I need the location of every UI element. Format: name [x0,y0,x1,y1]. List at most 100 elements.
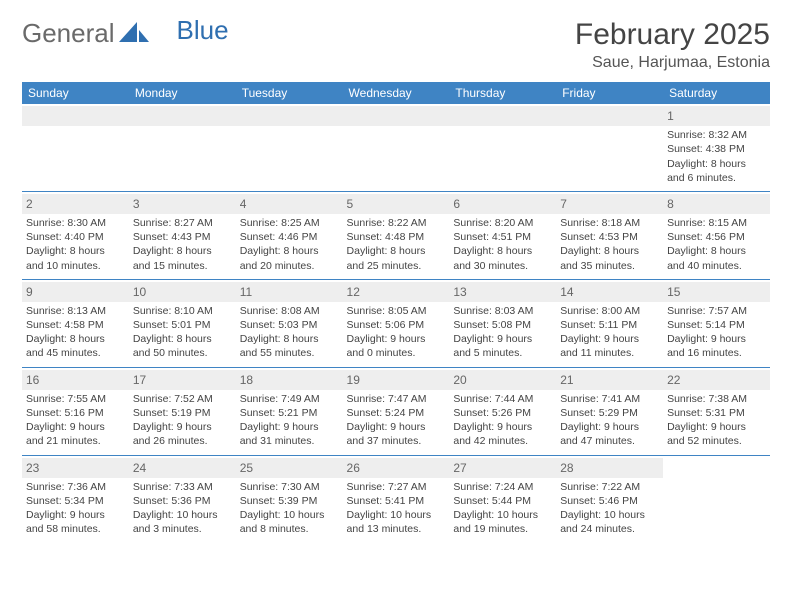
calendar-day: 13Sunrise: 8:03 AMSunset: 5:08 PMDayligh… [449,280,556,367]
weekday-header: Sunday [22,82,129,104]
weekday-header: Thursday [449,82,556,104]
day-details: Sunrise: 8:08 AMSunset: 5:03 PMDaylight:… [240,304,339,361]
day-details: Sunrise: 8:03 AMSunset: 5:08 PMDaylight:… [453,304,552,361]
day-number: 2 [22,194,129,214]
day-number: 19 [343,370,450,390]
day-details: Sunrise: 7:47 AMSunset: 5:24 PMDaylight:… [347,392,446,449]
title-block: February 2025 Saue, Harjumaa, Estonia [575,18,770,72]
day-details: Sunrise: 7:41 AMSunset: 5:29 PMDaylight:… [560,392,659,449]
calendar-day: 9Sunrise: 8:13 AMSunset: 4:58 PMDaylight… [22,280,129,367]
calendar-week: 2Sunrise: 8:30 AMSunset: 4:40 PMDaylight… [22,192,770,279]
day-number-empty [129,106,236,126]
logo-sail-icon [119,18,149,49]
day-number: 18 [236,370,343,390]
calendar-day: 8Sunrise: 8:15 AMSunset: 4:56 PMDaylight… [663,192,770,279]
day-details: Sunrise: 8:10 AMSunset: 5:01 PMDaylight:… [133,304,232,361]
day-number: 12 [343,282,450,302]
location: Saue, Harjumaa, Estonia [575,54,770,72]
day-number: 23 [22,458,129,478]
day-details: Sunrise: 7:24 AMSunset: 5:44 PMDaylight:… [453,480,552,537]
calendar-day: 4Sunrise: 8:25 AMSunset: 4:46 PMDaylight… [236,192,343,279]
day-details: Sunrise: 7:44 AMSunset: 5:26 PMDaylight:… [453,392,552,449]
day-details: Sunrise: 8:15 AMSunset: 4:56 PMDaylight:… [667,216,766,273]
month-title: February 2025 [575,18,770,52]
day-number: 5 [343,194,450,214]
calendar-day: 14Sunrise: 8:00 AMSunset: 5:11 PMDayligh… [556,280,663,367]
weekday-header: Monday [129,82,236,104]
day-details: Sunrise: 7:36 AMSunset: 5:34 PMDaylight:… [26,480,125,537]
calendar-week: 1Sunrise: 8:32 AMSunset: 4:38 PMDaylight… [22,104,770,191]
day-number: 25 [236,458,343,478]
day-number: 24 [129,458,236,478]
day-number: 26 [343,458,450,478]
calendar-day: 3Sunrise: 8:27 AMSunset: 4:43 PMDaylight… [129,192,236,279]
calendar-day: 2Sunrise: 8:30 AMSunset: 4:40 PMDaylight… [22,192,129,279]
day-number: 6 [449,194,556,214]
day-number: 11 [236,282,343,302]
calendar-day-empty [236,104,343,191]
day-details: Sunrise: 8:25 AMSunset: 4:46 PMDaylight:… [240,216,339,273]
day-details: Sunrise: 8:30 AMSunset: 4:40 PMDaylight:… [26,216,125,273]
calendar-week: 9Sunrise: 8:13 AMSunset: 4:58 PMDaylight… [22,280,770,367]
day-number: 3 [129,194,236,214]
calendar-day: 23Sunrise: 7:36 AMSunset: 5:34 PMDayligh… [22,456,129,543]
calendar-table: SundayMondayTuesdayWednesdayThursdayFrid… [22,82,770,542]
calendar-day-empty [663,456,770,543]
day-details: Sunrise: 7:30 AMSunset: 5:39 PMDaylight:… [240,480,339,537]
calendar-day: 28Sunrise: 7:22 AMSunset: 5:46 PMDayligh… [556,456,663,543]
day-details: Sunrise: 7:22 AMSunset: 5:46 PMDaylight:… [560,480,659,537]
calendar-day: 15Sunrise: 7:57 AMSunset: 5:14 PMDayligh… [663,280,770,367]
day-details: Sunrise: 8:05 AMSunset: 5:06 PMDaylight:… [347,304,446,361]
logo-text-blue: Blue [177,15,229,46]
day-number-empty [449,106,556,126]
calendar-day: 20Sunrise: 7:44 AMSunset: 5:26 PMDayligh… [449,368,556,455]
day-number: 16 [22,370,129,390]
day-details: Sunrise: 7:38 AMSunset: 5:31 PMDaylight:… [667,392,766,449]
calendar-body: 1Sunrise: 8:32 AMSunset: 4:38 PMDaylight… [22,104,770,542]
calendar-day-empty [449,104,556,191]
day-number-empty [343,106,450,126]
calendar-day: 22Sunrise: 7:38 AMSunset: 5:31 PMDayligh… [663,368,770,455]
calendar-day: 21Sunrise: 7:41 AMSunset: 5:29 PMDayligh… [556,368,663,455]
calendar-day-empty [343,104,450,191]
calendar-day-empty [556,104,663,191]
weekday-header: Saturday [663,82,770,104]
calendar-day: 5Sunrise: 8:22 AMSunset: 4:48 PMDaylight… [343,192,450,279]
calendar-day: 24Sunrise: 7:33 AMSunset: 5:36 PMDayligh… [129,456,236,543]
day-details: Sunrise: 8:22 AMSunset: 4:48 PMDaylight:… [347,216,446,273]
day-number-empty [236,106,343,126]
day-number: 21 [556,370,663,390]
logo-text-general: General [22,18,115,49]
day-details: Sunrise: 7:49 AMSunset: 5:21 PMDaylight:… [240,392,339,449]
calendar-day: 18Sunrise: 7:49 AMSunset: 5:21 PMDayligh… [236,368,343,455]
calendar-week: 16Sunrise: 7:55 AMSunset: 5:16 PMDayligh… [22,368,770,455]
day-number: 9 [22,282,129,302]
day-details: Sunrise: 7:27 AMSunset: 5:41 PMDaylight:… [347,480,446,537]
day-details: Sunrise: 8:13 AMSunset: 4:58 PMDaylight:… [26,304,125,361]
day-details: Sunrise: 8:00 AMSunset: 5:11 PMDaylight:… [560,304,659,361]
day-number: 28 [556,458,663,478]
calendar-day: 6Sunrise: 8:20 AMSunset: 4:51 PMDaylight… [449,192,556,279]
calendar-day-empty [22,104,129,191]
day-number: 27 [449,458,556,478]
day-number: 4 [236,194,343,214]
day-details: Sunrise: 7:33 AMSunset: 5:36 PMDaylight:… [133,480,232,537]
calendar-day-empty [129,104,236,191]
weekday-header: Wednesday [343,82,450,104]
calendar-day: 26Sunrise: 7:27 AMSunset: 5:41 PMDayligh… [343,456,450,543]
day-number-empty [556,106,663,126]
day-number: 14 [556,282,663,302]
logo: General Blue [22,18,229,49]
day-number: 17 [129,370,236,390]
day-details: Sunrise: 8:32 AMSunset: 4:38 PMDaylight:… [667,128,766,185]
day-number: 15 [663,282,770,302]
calendar-week: 23Sunrise: 7:36 AMSunset: 5:34 PMDayligh… [22,456,770,543]
calendar-day: 12Sunrise: 8:05 AMSunset: 5:06 PMDayligh… [343,280,450,367]
calendar-day: 1Sunrise: 8:32 AMSunset: 4:38 PMDaylight… [663,104,770,191]
day-details: Sunrise: 8:20 AMSunset: 4:51 PMDaylight:… [453,216,552,273]
day-details: Sunrise: 7:55 AMSunset: 5:16 PMDaylight:… [26,392,125,449]
day-details: Sunrise: 8:27 AMSunset: 4:43 PMDaylight:… [133,216,232,273]
calendar-day: 16Sunrise: 7:55 AMSunset: 5:16 PMDayligh… [22,368,129,455]
day-number: 20 [449,370,556,390]
weekday-header: Tuesday [236,82,343,104]
